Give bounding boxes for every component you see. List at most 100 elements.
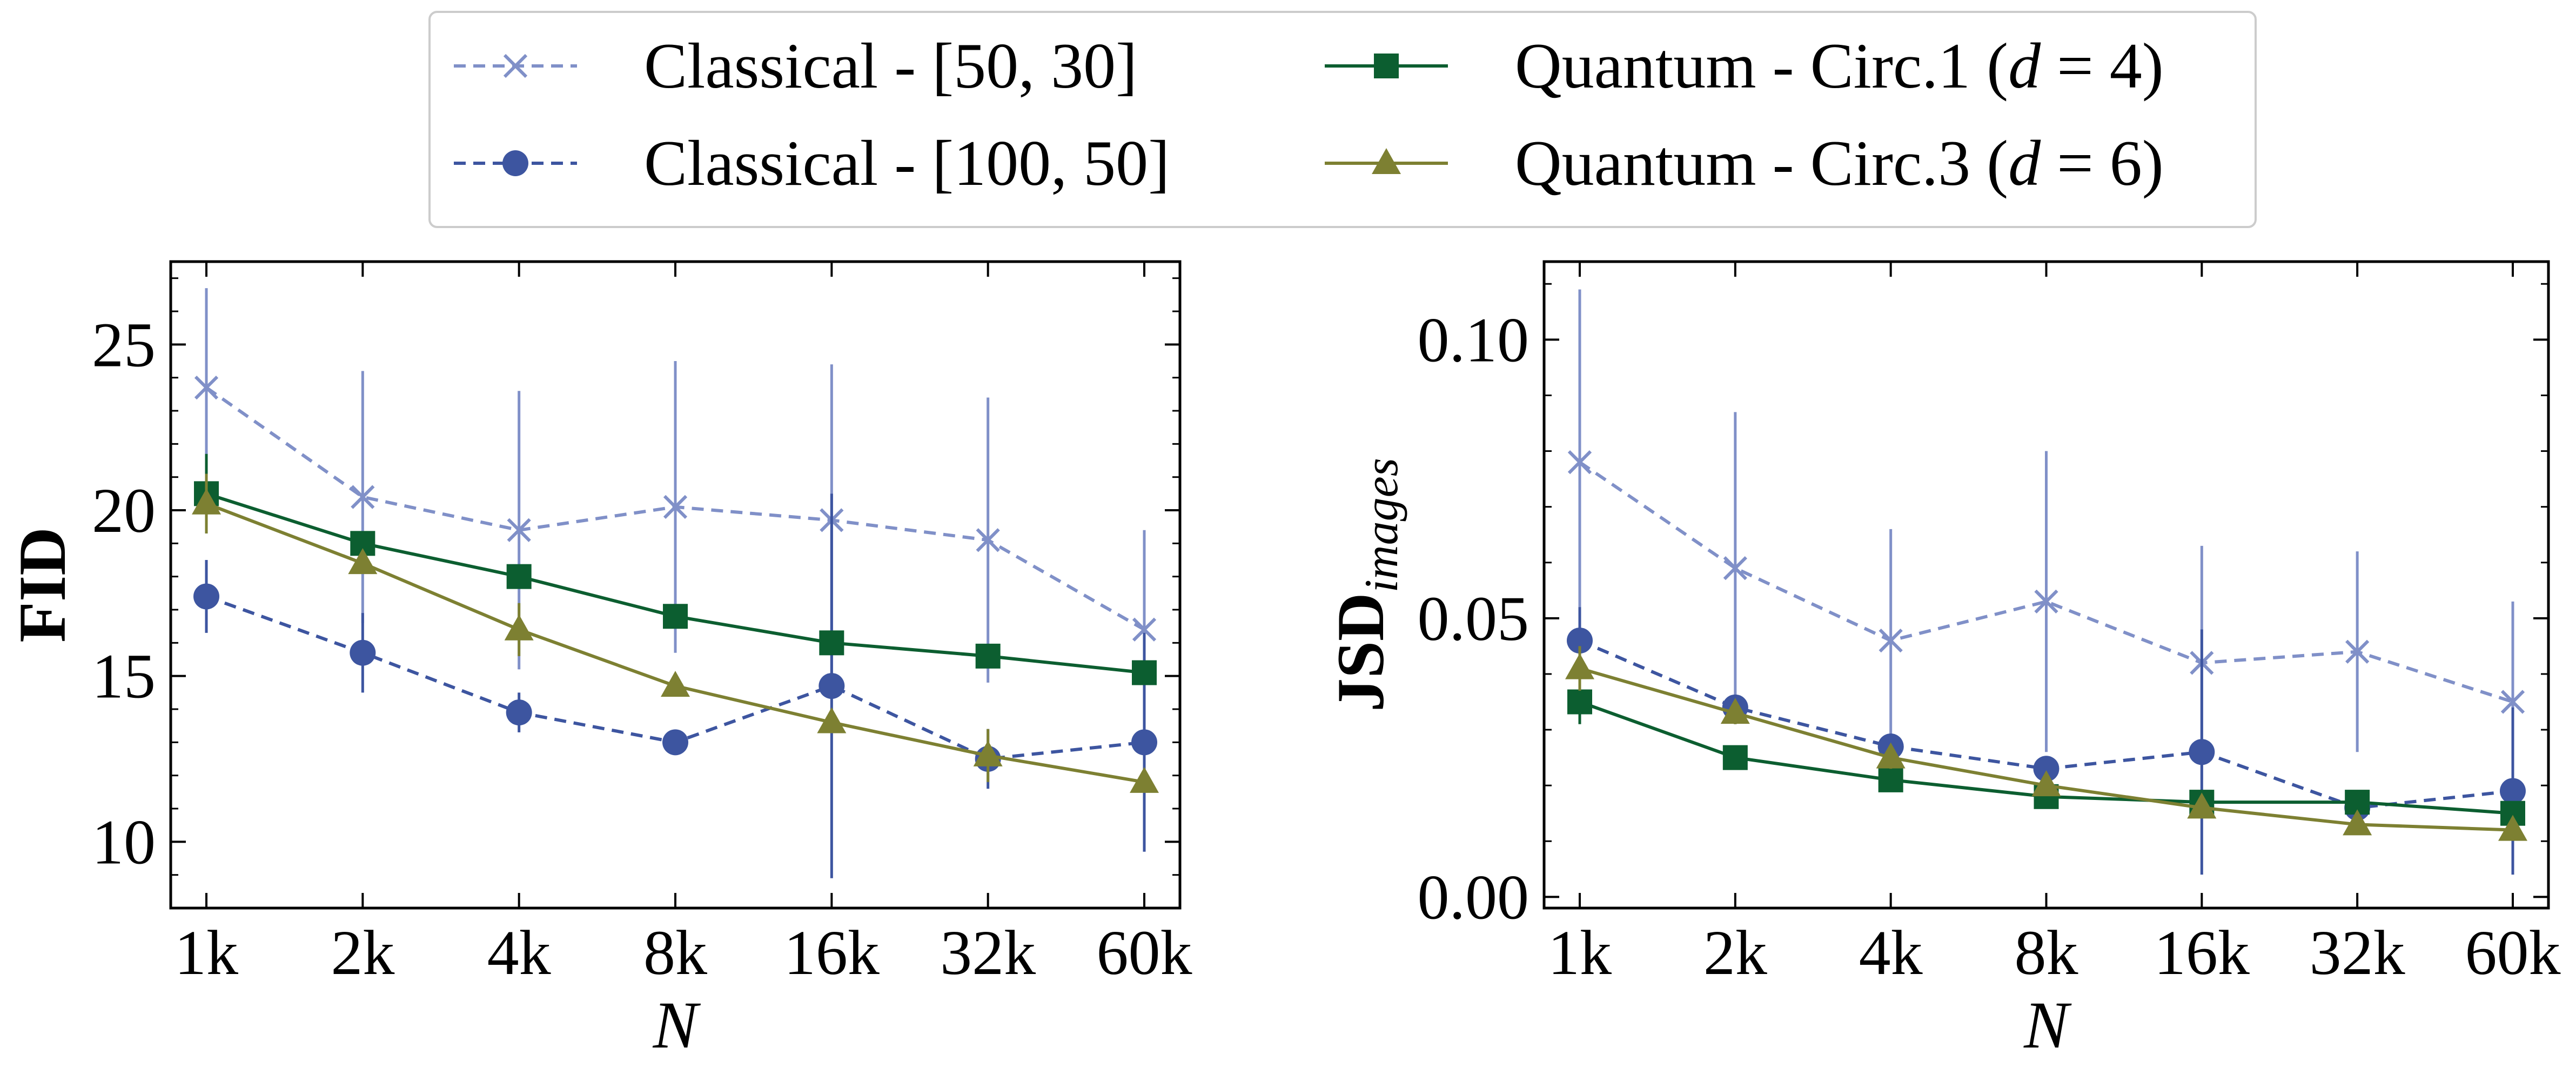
data-point <box>2187 792 2217 819</box>
data-point <box>1567 628 1593 654</box>
y-tick-label: 0.10 <box>1418 304 1530 375</box>
x-tick-label: 16k <box>784 917 880 988</box>
data-point <box>819 630 844 656</box>
legend-box <box>428 11 2257 228</box>
x-tick-label: 4k <box>487 917 551 988</box>
data-point <box>1876 742 1906 769</box>
y-tick-label: 25 <box>92 309 156 380</box>
plot-area <box>192 288 1159 878</box>
x-tick-label: 8k <box>2015 917 2078 988</box>
legend-label: Classical - [50, 30] <box>644 30 1137 102</box>
jsd-panel: 0.00 0.05 0.10 1k 2k 4k 8k 16k 32k 60k N JSDimages <box>1324 260 2561 1062</box>
data-point <box>2343 809 2372 836</box>
data-point <box>1131 729 1157 756</box>
data-point <box>662 729 688 756</box>
y-axis-label: JSDimages <box>1324 458 1408 712</box>
data-point <box>2498 815 2527 841</box>
y-tick-label: 0.00 <box>1418 862 1530 932</box>
data-point <box>2034 589 2058 614</box>
legend-marker <box>503 54 528 78</box>
data-point <box>1720 698 1750 724</box>
data-point <box>975 643 1001 669</box>
legend: Classical - [50, 30] Classical - [100, 50… <box>428 11 2257 228</box>
plot-area <box>1565 289 2527 875</box>
data-point <box>1132 660 1157 685</box>
x-tick-label: 60k <box>2465 917 2561 988</box>
data-point <box>663 604 688 629</box>
series-0 <box>194 288 1157 729</box>
data-point <box>192 488 221 515</box>
legend-label: Classical - [100, 50] <box>644 127 1170 199</box>
data-point <box>973 740 1003 766</box>
x-axis-label: N <box>2023 988 2072 1062</box>
x-tick-label: 4k <box>1859 917 1923 988</box>
series-0 <box>1567 289 2525 803</box>
data-point <box>350 639 376 666</box>
legend-entry: Quantum - Circ.1 (d = 4) <box>1325 30 2164 102</box>
marker-stroke <box>503 54 528 78</box>
y-tick-label: 0.05 <box>1418 583 1530 654</box>
data-point <box>1565 653 1594 679</box>
marker-stroke <box>976 528 1000 552</box>
legend-entry: Quantum - Circ.3 (d = 6) <box>1325 127 2164 199</box>
x-tick-label: 2k <box>331 917 394 988</box>
data-point <box>348 548 378 575</box>
legend-entry: Classical - [100, 50] <box>454 127 1170 199</box>
x-axis-label: N <box>653 988 701 1062</box>
y-axis-label: FID <box>5 527 79 643</box>
data-point <box>507 518 531 542</box>
data-point <box>661 671 690 697</box>
y-tick-label: 15 <box>92 641 156 712</box>
x-tick-label: 32k <box>2310 917 2405 988</box>
y-tick-label: 10 <box>92 806 156 877</box>
marker-stroke <box>1132 617 1157 642</box>
data-point <box>2345 639 2370 664</box>
data-point <box>504 614 534 641</box>
data-point <box>817 707 847 733</box>
data-point <box>1879 628 1903 653</box>
data-point <box>506 564 532 589</box>
marker-stroke <box>2034 589 2058 614</box>
series-3 <box>192 473 1159 793</box>
data-point <box>663 495 688 519</box>
marker-stroke <box>2345 639 2370 664</box>
data-point <box>1130 766 1159 793</box>
data-point <box>351 485 375 509</box>
legend-marker <box>1374 54 1399 78</box>
marker-stroke <box>2500 690 2525 714</box>
legend-label: Quantum - Circ.1 (d = 4) <box>1515 30 2164 102</box>
data-point <box>1878 767 1903 792</box>
marker-stroke <box>1567 450 1592 475</box>
legend-marker <box>502 150 528 176</box>
legend-entry: Classical - [50, 30] <box>454 30 1137 102</box>
data-point <box>819 673 845 699</box>
x-tick-label: 60k <box>1097 917 1192 988</box>
x-tick-label: 8k <box>643 917 707 988</box>
fid-panel: 10 15 20 25 1k 2k 4k 8k 16k 32k 60k N FID <box>5 260 1192 1062</box>
x-tick-label: 16k <box>2154 917 2250 988</box>
data-point <box>193 583 219 610</box>
series-3 <box>1565 646 2527 841</box>
data-point <box>2500 778 2526 804</box>
legend-marker <box>1372 148 1401 174</box>
data-point <box>2189 739 2215 765</box>
data-point <box>2033 756 2060 782</box>
data-point <box>194 375 219 400</box>
marker-stroke <box>1723 556 1747 581</box>
legend-label: Quantum - Circ.3 (d = 6) <box>1515 127 2164 199</box>
data-point <box>1567 689 1592 715</box>
marker-stroke <box>507 518 531 542</box>
data-point <box>1567 450 1592 475</box>
y-tick-label: 20 <box>92 475 156 546</box>
marker-stroke <box>194 375 219 400</box>
data-point <box>506 699 532 726</box>
data-point <box>1723 556 1747 581</box>
x-tick-label: 32k <box>940 917 1036 988</box>
data-point <box>2500 690 2525 714</box>
marker-stroke <box>663 495 688 519</box>
marker-stroke <box>351 485 375 509</box>
data-point <box>1722 745 1748 770</box>
data-point <box>1132 617 1157 642</box>
x-tick-label: 1k <box>1548 917 1612 988</box>
